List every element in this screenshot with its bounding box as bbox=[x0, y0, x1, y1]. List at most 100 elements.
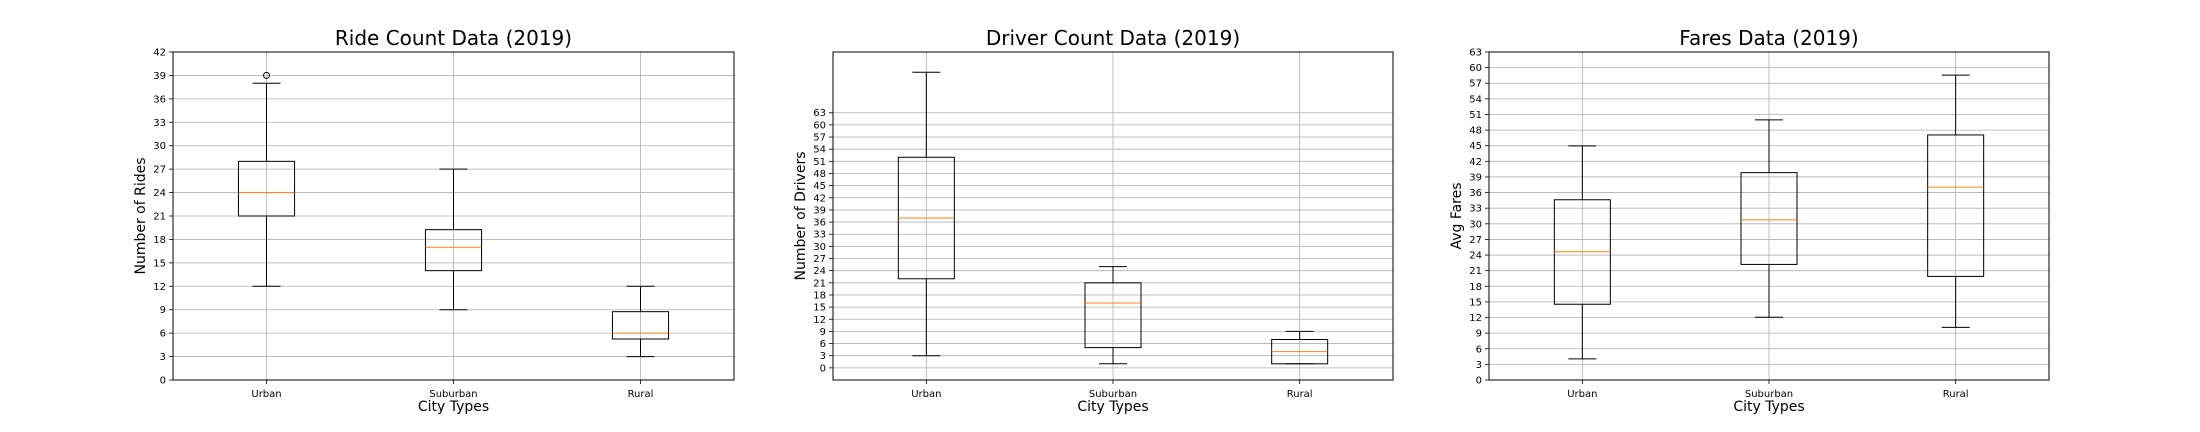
y-tick-label: 54 bbox=[1469, 94, 1482, 105]
y-tick-label: 9 bbox=[1476, 329, 1482, 340]
y-tick-label: 63 bbox=[813, 108, 826, 119]
y-tick-label: 51 bbox=[1469, 110, 1482, 121]
chart-title: Fares Data (2019) bbox=[1679, 26, 1858, 50]
y-axis-label: Number of Rides bbox=[133, 157, 149, 274]
box-suburban bbox=[1740, 119, 1798, 318]
y-tick-label: 27 bbox=[1469, 235, 1482, 246]
box-suburban bbox=[424, 168, 483, 311]
x-tick-label: Suburban bbox=[429, 389, 477, 400]
y-tick-label: 57 bbox=[813, 133, 826, 144]
y-tick-label: 3 bbox=[1476, 360, 1482, 371]
y-tick-label: 39 bbox=[1469, 172, 1482, 183]
y-tick-label: 12 bbox=[813, 315, 826, 326]
x-axis-label: City Types bbox=[1733, 399, 1804, 415]
x-tick-label: Urban bbox=[1567, 389, 1597, 400]
y-tick-label: 36 bbox=[1469, 188, 1482, 199]
y-tick-label: 30 bbox=[1469, 219, 1482, 230]
x-tick-label: Rural bbox=[1287, 389, 1313, 400]
box-suburban bbox=[1084, 266, 1142, 365]
chart-title: Driver Count Data (2019) bbox=[986, 26, 1240, 50]
y-tick-label: 42 bbox=[813, 193, 826, 204]
y-axis-label: Number of Drivers bbox=[793, 151, 809, 280]
y-tick-label: 63 bbox=[1469, 48, 1482, 59]
y-axis-label: Avg Fares bbox=[1449, 182, 1465, 249]
y-tick-label: 60 bbox=[1469, 63, 1482, 74]
y-tick-label: 21 bbox=[1469, 266, 1482, 277]
y-tick-label: 54 bbox=[813, 145, 826, 156]
y-tick-label: 24 bbox=[1469, 251, 1482, 262]
y-tick-label: 39 bbox=[153, 71, 166, 82]
box-rural bbox=[611, 285, 670, 358]
box-body bbox=[611, 311, 670, 340]
y-tick-label: 33 bbox=[153, 118, 166, 129]
y-tick-label: 39 bbox=[813, 205, 826, 216]
y-tick-label: 18 bbox=[1469, 282, 1482, 293]
box-body bbox=[1084, 282, 1142, 349]
x-tick-label: Suburban bbox=[1089, 389, 1137, 400]
y-tick-label: 36 bbox=[813, 218, 826, 229]
x-axis-label: City Types bbox=[1077, 399, 1148, 415]
box-body bbox=[1740, 172, 1798, 265]
chart-panel-2: 0369121518212427303336394245485154576063… bbox=[793, 26, 1394, 415]
y-tick-label: 45 bbox=[1469, 141, 1482, 152]
y-tick-label: 30 bbox=[153, 141, 166, 152]
y-tick-label: 60 bbox=[813, 120, 826, 131]
axes-frame bbox=[172, 51, 735, 381]
y-tick-label: 42 bbox=[153, 48, 166, 59]
y-tick-label: 57 bbox=[1469, 79, 1482, 90]
y-tick-label: 36 bbox=[153, 94, 166, 105]
y-tick-label: 0 bbox=[1476, 376, 1482, 387]
y-tick-label: 21 bbox=[153, 212, 166, 223]
y-tick-label: 9 bbox=[160, 305, 166, 316]
y-tick-label: 42 bbox=[1469, 157, 1482, 168]
y-tick-label: 48 bbox=[1469, 126, 1482, 137]
x-tick-label: Rural bbox=[628, 389, 654, 400]
outlier-point bbox=[263, 71, 270, 79]
y-tick-label: 15 bbox=[1469, 297, 1482, 308]
box-urban bbox=[237, 71, 296, 287]
y-tick-label: 15 bbox=[153, 258, 166, 269]
y-tick-label: 12 bbox=[1469, 313, 1482, 324]
x-tick-label: Urban bbox=[251, 389, 281, 400]
y-tick-label: 3 bbox=[160, 352, 166, 363]
box-urban bbox=[897, 71, 955, 357]
box-body bbox=[237, 160, 296, 217]
box-rural bbox=[1271, 330, 1329, 365]
box-urban bbox=[1553, 145, 1611, 360]
axes-frame bbox=[1488, 51, 2050, 381]
axes-frame bbox=[832, 51, 1394, 381]
y-tick-label: 6 bbox=[1476, 344, 1482, 355]
x-axis-label: City Types bbox=[418, 399, 489, 415]
y-tick-label: 27 bbox=[813, 254, 826, 265]
box-body bbox=[424, 229, 483, 272]
y-tick-label: 6 bbox=[160, 329, 166, 340]
y-tick-label: 51 bbox=[813, 157, 826, 168]
x-tick-label: Suburban bbox=[1745, 389, 1793, 400]
y-tick-label: 15 bbox=[813, 303, 826, 314]
y-tick-label: 33 bbox=[1469, 204, 1482, 215]
y-tick-label: 21 bbox=[813, 278, 826, 289]
y-tick-label: 45 bbox=[813, 181, 826, 192]
y-tick-label: 0 bbox=[160, 376, 166, 387]
x-tick-label: Rural bbox=[1943, 389, 1969, 400]
y-tick-label: 48 bbox=[813, 169, 826, 180]
y-tick-label: 33 bbox=[813, 230, 826, 241]
y-tick-label: 24 bbox=[813, 266, 826, 277]
y-tick-label: 27 bbox=[153, 165, 166, 176]
y-tick-label: 18 bbox=[813, 290, 826, 301]
y-tick-label: 3 bbox=[820, 351, 826, 362]
y-tick-label: 12 bbox=[153, 282, 166, 293]
box-rural bbox=[1927, 74, 1985, 328]
x-tick-label: Urban bbox=[911, 389, 941, 400]
y-tick-label: 18 bbox=[153, 235, 166, 246]
y-tick-label: 30 bbox=[813, 242, 826, 253]
y-tick-label: 0 bbox=[820, 363, 826, 374]
chart-panel-3: 0369121518212427303336394245485154576063… bbox=[1449, 26, 2050, 415]
y-tick-label: 9 bbox=[820, 327, 826, 338]
chart-title: Ride Count Data (2019) bbox=[335, 26, 572, 50]
y-tick-label: 24 bbox=[153, 188, 166, 199]
box-body bbox=[1927, 134, 1985, 277]
y-tick-label: 6 bbox=[820, 339, 826, 350]
